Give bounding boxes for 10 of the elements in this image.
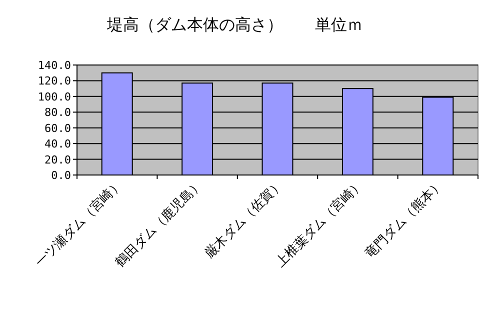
y-tick-label: 20.0 [44,153,71,166]
y-tick-label: 140.0 [38,59,71,72]
x-tick-label: 竜門ダム（熊本） [362,177,447,262]
y-tick-label: 60.0 [44,122,71,135]
y-tick-label: 0.0 [51,169,71,182]
y-tick-label: 100.0 [38,90,71,104]
y-tick-label: 120.0 [38,74,71,88]
y-tick-label: 80.0 [44,106,71,120]
y-tick-label: 40.0 [44,138,71,151]
chart-title: 堤高（ダム本体の高さ） 単位ｍ [106,15,363,34]
